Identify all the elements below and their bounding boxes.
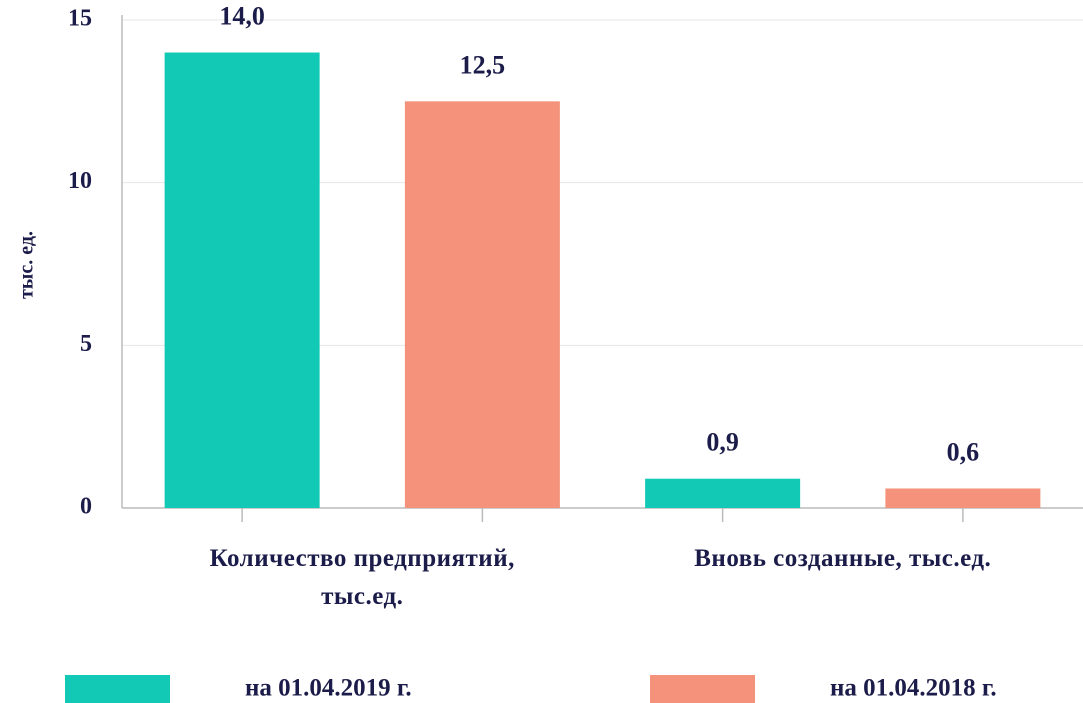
data-label: 0,9 [706, 428, 739, 457]
bar [404, 101, 560, 508]
x-tick-label: Количество предприятий, тыс.ед. [209, 545, 515, 610]
y-tick-label: 15 [68, 6, 92, 32]
legend-label: на 01.04.2018 г. [830, 675, 997, 702]
data-label: 12,5 [460, 50, 506, 79]
legend-label: на 01.04.2019 г. [245, 675, 412, 702]
bar [164, 52, 320, 509]
legend-swatch [650, 675, 755, 703]
bar [645, 478, 801, 508]
y-tick-label: 10 [68, 168, 92, 194]
x-tick-label: Вновь созданные, тыс.ед. [694, 545, 992, 572]
y-tick-label: 5 [80, 331, 92, 357]
y-tick-label: 0 [80, 494, 92, 520]
y-axis-label: тыс. ед. [16, 231, 38, 299]
data-label: 0,6 [947, 437, 980, 466]
legend-swatch [65, 675, 170, 703]
bar [885, 488, 1041, 508]
data-label: 14,0 [219, 2, 265, 31]
